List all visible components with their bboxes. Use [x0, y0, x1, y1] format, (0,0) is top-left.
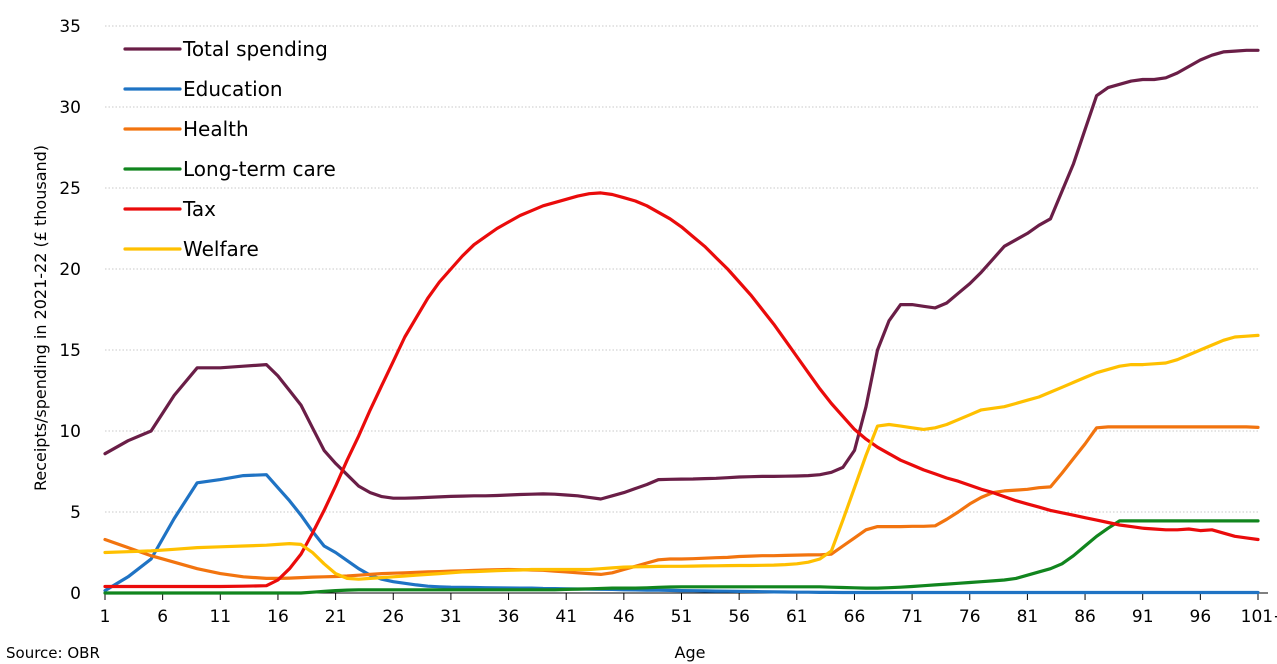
y-tick-label: 20	[59, 260, 81, 280]
y-axis: 0 5 10 15 20 25 30 35	[59, 17, 81, 604]
y-tick-label: 5	[70, 503, 81, 523]
series-line-welfare	[103, 333, 1260, 581]
y-tick-label: 10	[59, 422, 81, 442]
legend-label-education: Education	[183, 77, 283, 101]
legend-label-long-term-care: Long-term care	[183, 157, 336, 181]
x-tick-label: 71	[901, 607, 923, 627]
y-tick-label: 15	[59, 341, 81, 361]
x-tick-label: 101+	[1241, 607, 1277, 627]
x-tick-label: 31	[440, 607, 462, 627]
legend-label-welfare: Welfare	[183, 237, 259, 261]
x-tick-label: 76	[959, 607, 981, 627]
legend: Total spending Education Health Long-term c…	[123, 37, 336, 261]
x-tick-label: 51	[671, 607, 693, 627]
x-tick-label: 61	[786, 607, 808, 627]
x-axis: 1 6 11 16 21 26 31 36 41 46 51 56 61 66 71 76 81 86 91 96 10…	[100, 592, 1277, 627]
series-line-health	[103, 425, 1260, 581]
x-tick-label: 66	[844, 607, 866, 627]
x-tick-label: 1	[100, 607, 111, 627]
series-lines	[103, 48, 1260, 595]
x-tick-label: 81	[1017, 607, 1039, 627]
y-tick-label: 30	[59, 98, 81, 118]
x-tick-label: 46	[613, 607, 635, 627]
series-line-education	[103, 473, 1260, 595]
x-tick-label: 56	[728, 607, 750, 627]
y-axis-label: Receipts/spending in 2021-22 (£ thousand…	[31, 145, 50, 491]
x-tick-label: 96	[1190, 607, 1212, 627]
x-tick-label: 91	[1132, 607, 1154, 627]
x-tick-label: 11	[209, 607, 231, 627]
x-tick-label: 26	[382, 607, 404, 627]
x-tick-label: 21	[325, 607, 347, 627]
legend-label-total-spending: Total spending	[182, 37, 328, 61]
source-note: Source: OBR	[6, 644, 100, 662]
legend-label-tax: Tax	[182, 197, 216, 221]
series-line-long-term-care	[103, 519, 1260, 595]
legend-label-health: Health	[183, 117, 249, 141]
x-tick-label: 6	[157, 607, 168, 627]
x-tick-label: 16	[267, 607, 289, 627]
x-axis-label: Age	[675, 643, 706, 662]
y-tick-label: 35	[59, 17, 81, 37]
x-tick-label: 86	[1074, 607, 1096, 627]
series-line-total-spending	[103, 48, 1260, 501]
x-tick-label: 41	[555, 607, 577, 627]
y-tick-label: 0	[70, 584, 81, 604]
y-tick-label: 25	[59, 179, 81, 199]
series-line-tax	[103, 191, 1260, 589]
x-tick-label: 36	[498, 607, 520, 627]
